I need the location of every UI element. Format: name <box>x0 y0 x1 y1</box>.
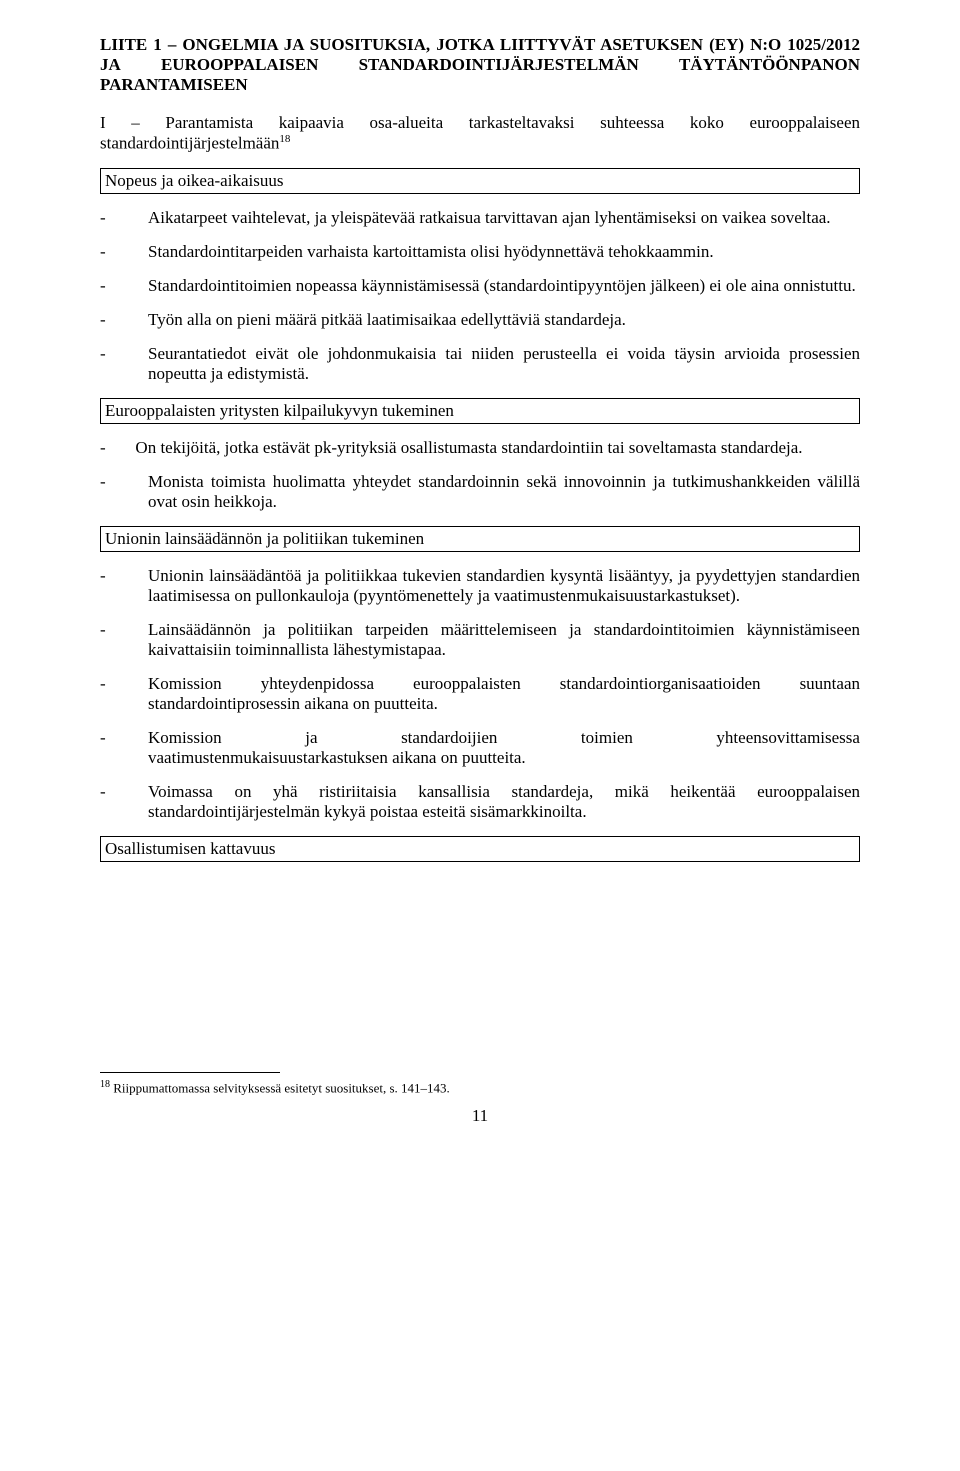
s1-item-4: - Työn alla on pieni määrä pitkää laatim… <box>100 310 860 330</box>
s3-item-2: - Lainsäädännön ja politiikan tarpeiden … <box>100 620 860 660</box>
s3-i4-text: Komission ja standardoijien toimien yhte… <box>148 728 860 768</box>
s3-i4c: standardoijien <box>401 728 497 748</box>
section-i-heading: I – Parantamista kaipaavia osa-alueita t… <box>100 113 860 154</box>
s3-i2-text: Lainsäädännön ja politiikan tarpeiden mä… <box>148 620 860 660</box>
section-i-sup: 18 <box>279 133 290 145</box>
s2-item-2: - Monista toimista huolimatta yhteydet s… <box>100 472 860 512</box>
s1-i4-text: Työn alla on pieni määrä pitkää laatimis… <box>148 310 860 330</box>
s3-i3-text: Komission yhteydenpidossa eurooppalaiste… <box>148 674 860 714</box>
s3-item-5: - Voimassa on yhä ristiriitaisia kansall… <box>100 782 860 822</box>
s3-i4f: vaatimustenmukaisuustarkastuksen aikana … <box>148 748 860 768</box>
annex-title: LIITE 1 – ONGELMIA JA SUOSITUKSIA, JOTKA… <box>100 35 860 95</box>
s3-i4d: toimien <box>581 728 633 748</box>
s3-i4e: yhteensovittamisessa <box>716 728 860 748</box>
section-i-text: I – Parantamista kaipaavia osa-alueita t… <box>100 113 860 153</box>
t1c: NGELMIA JA SUOSITUKSIA <box>196 35 426 54</box>
box-competitiveness: Eurooppalaisten yritysten kilpailukyvyn … <box>100 398 860 424</box>
dash: - <box>100 276 148 296</box>
footnote: 18 Riippumattomassa selvityksessä esitet… <box>100 1079 860 1096</box>
s1-i1-text: Aikatarpeet vaihtelevat, ja yleispätevää… <box>148 208 860 228</box>
dash: - <box>100 344 148 384</box>
dash: - <box>100 728 148 768</box>
t2d: TÄYTÄNTÖÖNPANON <box>679 55 860 75</box>
footnote-number: 18 <box>100 1079 110 1090</box>
t2c: STANDARDOINTIJÄRJESTELMÄN <box>359 55 639 75</box>
t1d: , <box>426 35 436 54</box>
page-number: 11 <box>100 1106 860 1126</box>
document-page: LIITE 1 – ONGELMIA JA SUOSITUKSIA, JOTKA… <box>0 0 960 1471</box>
s2-item-1: - On tekijöitä, jotka estävät pk-yrityks… <box>100 438 860 458</box>
box-speed: Nopeus ja oikea-aikaisuus <box>100 168 860 194</box>
box-union-law: Unionin lainsäädännön ja politiikan tuke… <box>100 526 860 552</box>
dash: - <box>100 310 148 330</box>
s1-item-2: - Standardointitarpeiden varhaista karto… <box>100 242 860 262</box>
dash: - <box>100 566 148 606</box>
box-participation: Osallistumisen kattavuus <box>100 836 860 862</box>
dash: - <box>100 242 148 262</box>
dash: - <box>100 674 148 714</box>
s1-item-1: - Aikatarpeet vaihtelevat, ja yleispätev… <box>100 208 860 228</box>
t2a: JA <box>100 55 121 75</box>
dash: - <box>100 472 148 512</box>
s1-i5-text: Seurantatiedot eivät ole johdonmukaisia … <box>148 344 860 384</box>
dash: - <box>100 782 148 822</box>
title-line-2: JA EUROOPPALAISEN STANDARDOINTIJÄRJESTEL… <box>100 55 860 75</box>
footnote-text: Riippumattomassa selvityksessä esitetyt … <box>110 1080 450 1095</box>
s3-i4a: Komission <box>148 728 222 748</box>
t1b: IITE 1 – O <box>111 35 195 54</box>
s3-item-4: - Komission ja standardoijien toimien yh… <box>100 728 860 768</box>
t1g: O <box>768 35 781 54</box>
dash: - <box>100 620 148 660</box>
s3-i4b: ja <box>305 728 317 748</box>
title-line-3: PARANTAMISEEN <box>100 75 860 95</box>
s3-item-3: - Komission yhteydenpidossa eurooppalais… <box>100 674 860 714</box>
t1h: 1025/2012 <box>781 35 860 54</box>
s1-item-5: - Seurantatiedot eivät ole johdonmukaisi… <box>100 344 860 384</box>
t1e: JOTKA LIITTYVÄT ASETUKSEN <box>436 35 709 54</box>
s3-item-1: - Unionin lainsäädäntöä ja politiikkaa t… <box>100 566 860 606</box>
t2b: EUROOPPALAISEN <box>161 55 318 75</box>
t1a: L <box>100 35 111 54</box>
s2-i1-text: On tekijöitä, jotka estävät pk-yrityksiä… <box>135 438 802 457</box>
footnote-rule <box>100 1072 280 1073</box>
t1f: (EY) N: <box>709 35 768 54</box>
s3-i1-text: Unionin lainsäädäntöä ja politiikkaa tuk… <box>148 566 860 606</box>
dash: - <box>100 208 148 228</box>
s2-i2-text: Monista toimista huolimatta yhteydet sta… <box>148 472 860 512</box>
s1-i3-text: Standardointitoimien nopeassa käynnistäm… <box>148 276 860 296</box>
title-line-1: LIITE 1 – ONGELMIA JA SUOSITUKSIA, JOTKA… <box>100 35 860 55</box>
s1-i2-text: Standardointitarpeiden varhaista kartoit… <box>148 242 860 262</box>
s2-i1-dash: - <box>100 438 106 457</box>
s1-item-3: - Standardointitoimien nopeassa käynnist… <box>100 276 860 296</box>
s3-i5-text: Voimassa on yhä ristiriitaisia kansallis… <box>148 782 860 822</box>
